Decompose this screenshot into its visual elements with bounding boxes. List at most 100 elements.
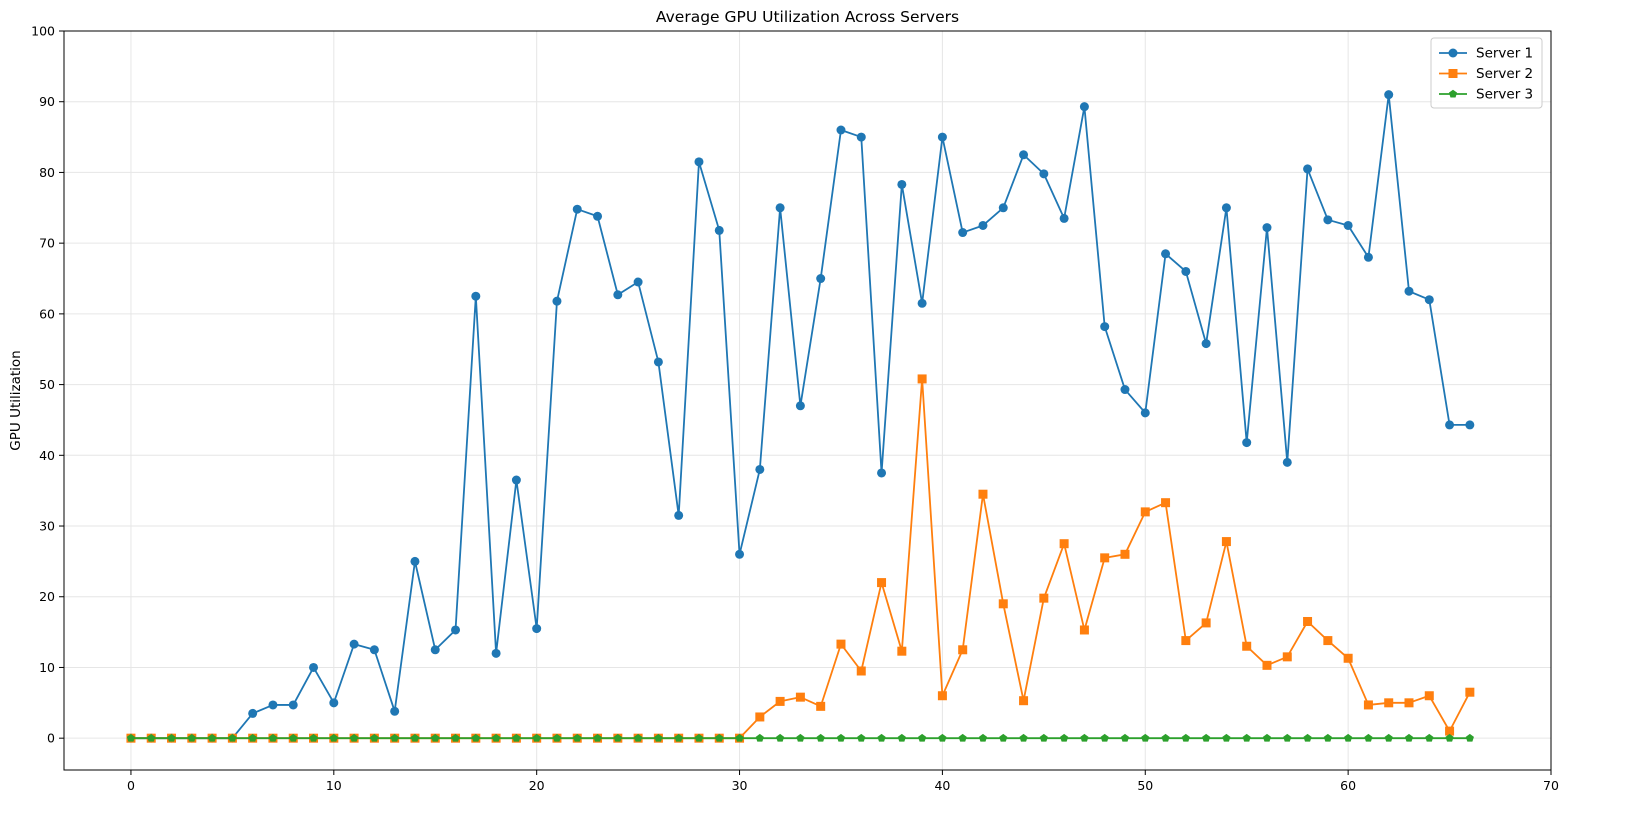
server-1-point bbox=[735, 549, 745, 559]
server-2-point bbox=[1079, 625, 1089, 635]
legend-item-server-3: Server 3 bbox=[1439, 87, 1533, 103]
server-1-point bbox=[775, 203, 785, 213]
server-1-point bbox=[329, 698, 339, 708]
server-1-point bbox=[1100, 322, 1110, 332]
server-3-point bbox=[1080, 733, 1089, 742]
server-2-point bbox=[897, 646, 907, 656]
server-1-point bbox=[897, 179, 907, 189]
server-1-point bbox=[1120, 385, 1130, 395]
server-3-point bbox=[634, 733, 643, 742]
server-3-point bbox=[694, 733, 704, 742]
server-3-point bbox=[370, 733, 379, 742]
server-2-point bbox=[1019, 696, 1029, 706]
server-2-point bbox=[1363, 700, 1373, 710]
server-2-point bbox=[1100, 553, 1110, 563]
server-3-point bbox=[552, 733, 562, 742]
server-3-point bbox=[1283, 733, 1292, 742]
server-3-point bbox=[431, 733, 440, 742]
server-1-point bbox=[1019, 150, 1029, 160]
server-3-point bbox=[350, 733, 359, 742]
server-3-point bbox=[1303, 733, 1312, 742]
server-2-point bbox=[775, 696, 785, 706]
y-tick-label: 30 bbox=[39, 519, 55, 534]
server-1-point bbox=[1221, 203, 1231, 213]
server-3-point bbox=[1364, 733, 1373, 742]
plot-frame bbox=[63, 30, 1552, 771]
server-1-point bbox=[248, 708, 258, 718]
server-1-point bbox=[1445, 420, 1455, 430]
server-2-point bbox=[1465, 687, 1475, 697]
server-2-point bbox=[836, 639, 846, 649]
server-1-point bbox=[795, 401, 805, 411]
legend-box bbox=[1430, 37, 1543, 109]
server-1-point bbox=[451, 625, 461, 635]
server-3-point bbox=[1344, 733, 1353, 742]
server-1-point bbox=[1404, 286, 1414, 296]
server-3-point bbox=[674, 733, 683, 742]
y-tick-label: 100 bbox=[31, 24, 55, 39]
server-1-point bbox=[288, 700, 298, 710]
server-2-point bbox=[1282, 652, 1292, 662]
server-3-point bbox=[1262, 733, 1272, 742]
server-2-point bbox=[1343, 653, 1353, 663]
server-3-point bbox=[877, 733, 886, 742]
server-1-point bbox=[816, 274, 826, 284]
x-tick-label: 40 bbox=[934, 778, 950, 793]
server-3-point bbox=[1425, 733, 1434, 742]
server-1-point bbox=[917, 298, 927, 308]
server-3-point bbox=[918, 733, 927, 742]
server-1-point bbox=[532, 624, 542, 634]
legend-label: Server 1 bbox=[1476, 46, 1533, 62]
server-3-point bbox=[1242, 733, 1251, 742]
x-tick-label: 0 bbox=[127, 778, 135, 793]
server-3-point bbox=[1404, 733, 1414, 742]
server-1-point bbox=[491, 648, 501, 658]
y-tick-label: 20 bbox=[39, 589, 55, 604]
server-1-point bbox=[1201, 339, 1211, 349]
server-2-point bbox=[1039, 593, 1049, 603]
server-3-point bbox=[1384, 733, 1393, 742]
legend-item-server-2: Server 2 bbox=[1439, 66, 1533, 82]
y-tick-label: 10 bbox=[39, 660, 55, 675]
server-3-point bbox=[593, 733, 602, 742]
server-3-point bbox=[532, 733, 541, 742]
server-1-point bbox=[836, 125, 846, 135]
server-1-point bbox=[613, 290, 623, 300]
server-1-point bbox=[1181, 266, 1191, 276]
server-1-point bbox=[1140, 408, 1150, 418]
server-2-point bbox=[1384, 698, 1394, 708]
server-1-point bbox=[1363, 252, 1373, 262]
server-3-point bbox=[451, 733, 460, 742]
server-3-point bbox=[857, 733, 866, 742]
legend-marker bbox=[1448, 69, 1458, 78]
server-1-point bbox=[998, 203, 1008, 213]
server-3-point bbox=[1141, 733, 1150, 742]
server-2-point bbox=[1181, 636, 1191, 646]
server-3-point bbox=[735, 733, 744, 742]
legend-marker bbox=[1448, 89, 1458, 98]
chart-title: Average GPU Utilization Across Servers bbox=[656, 8, 959, 26]
server-2-point bbox=[1140, 507, 1150, 517]
server-1-point bbox=[937, 132, 947, 142]
server-2-point bbox=[1262, 660, 1272, 670]
y-tick-label: 40 bbox=[39, 448, 55, 463]
server-2-point bbox=[856, 666, 866, 676]
y-tick-label: 50 bbox=[39, 377, 55, 392]
server-3-point bbox=[816, 733, 825, 742]
server-1-point bbox=[958, 228, 968, 238]
server-3-point bbox=[836, 733, 846, 742]
server-2-point bbox=[1303, 616, 1313, 626]
legend-label: Server 2 bbox=[1476, 66, 1533, 82]
server-2-point bbox=[917, 374, 927, 384]
server-1-point bbox=[694, 157, 704, 167]
server-1-point bbox=[714, 225, 724, 235]
server-2-point bbox=[795, 692, 805, 702]
legend-label: Server 3 bbox=[1476, 87, 1533, 103]
server-3-point bbox=[167, 733, 176, 742]
server-3-point bbox=[1222, 733, 1231, 742]
server-3-point bbox=[1465, 733, 1474, 742]
legend-marker bbox=[1448, 48, 1458, 58]
server-3-point bbox=[897, 733, 906, 742]
